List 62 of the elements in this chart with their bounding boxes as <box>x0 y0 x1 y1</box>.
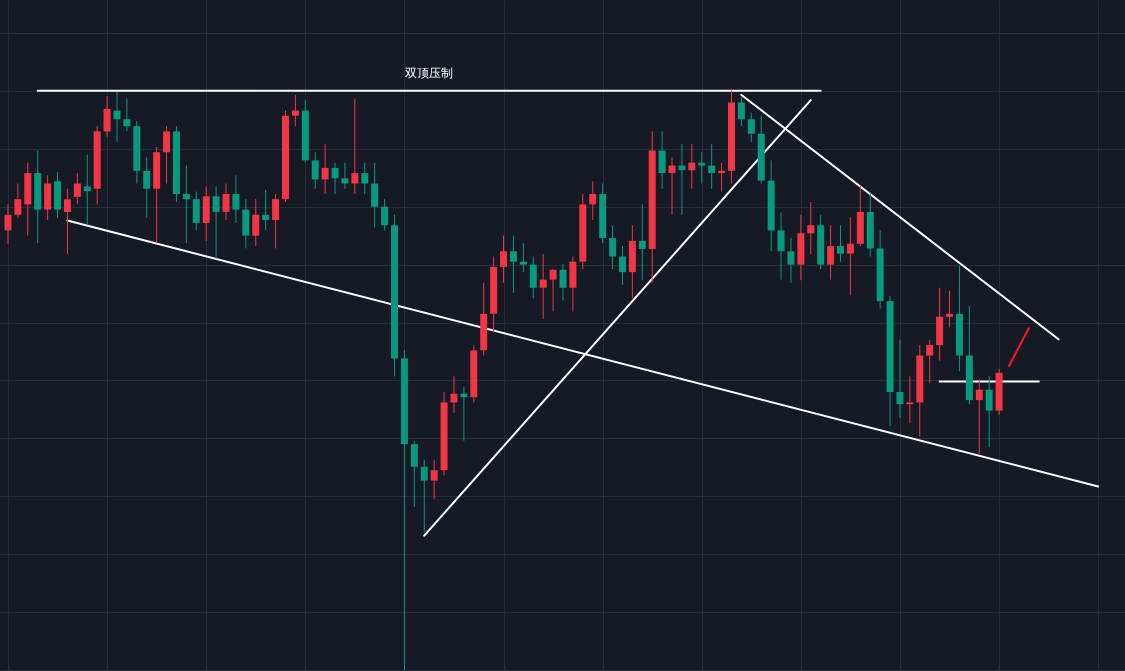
candlestick <box>63 188 71 255</box>
candlestick <box>688 143 696 190</box>
candlestick <box>113 91 121 143</box>
candlestick <box>143 156 151 219</box>
candlestick <box>212 185 220 260</box>
candlestick <box>182 165 190 244</box>
candlestick <box>896 339 904 419</box>
candlestick <box>906 375 914 424</box>
candlestick <box>83 154 91 226</box>
candlestick <box>232 174 240 224</box>
candlestick <box>926 339 934 384</box>
candlestick <box>371 162 379 229</box>
candlestick <box>559 263 567 302</box>
candlestick <box>222 183 230 221</box>
candlestick <box>658 130 666 190</box>
candlestick <box>321 143 329 195</box>
candlestick <box>4 203 12 245</box>
candlestick <box>737 96 745 127</box>
candlestick <box>331 162 339 195</box>
candlestick <box>837 224 845 263</box>
candlestick <box>638 203 646 281</box>
candlestick <box>708 143 716 190</box>
candlestick <box>262 189 270 231</box>
candlestick <box>539 253 547 320</box>
candlestick <box>123 97 131 132</box>
candlestick <box>787 237 795 284</box>
candlestick <box>420 459 428 534</box>
candlestick <box>103 95 111 138</box>
candlestick <box>291 94 299 127</box>
candlestick <box>846 216 854 296</box>
candlestick <box>589 180 597 221</box>
candlestick <box>381 198 389 231</box>
candlestick <box>519 242 527 273</box>
candlestick <box>192 191 200 231</box>
candlestick <box>509 235 517 294</box>
candlestick <box>410 440 418 508</box>
candlestick <box>807 201 815 255</box>
candlestick <box>698 151 706 185</box>
candlestick <box>747 112 755 143</box>
candlestick <box>341 162 349 190</box>
candlestick <box>450 375 458 414</box>
candlestick <box>609 224 617 270</box>
candlestick <box>549 268 557 313</box>
candlestick <box>975 378 983 456</box>
candlestick <box>361 162 369 195</box>
candlestick <box>618 245 626 286</box>
candlestick <box>668 156 676 216</box>
candlestick <box>777 211 785 281</box>
series-label: 双顶压制 <box>405 65 454 80</box>
candlestick <box>252 198 260 247</box>
candlestick <box>985 375 993 448</box>
candlestick <box>946 290 954 328</box>
candlestick <box>351 97 359 195</box>
candlestick <box>73 172 81 205</box>
candlestick <box>14 183 22 219</box>
candlestick <box>827 224 835 281</box>
candlestick <box>529 256 537 299</box>
candlestick <box>500 235 508 284</box>
candlestick <box>163 125 171 185</box>
candlestick <box>311 151 319 190</box>
candlestick <box>272 193 280 249</box>
candlestick <box>430 459 438 500</box>
